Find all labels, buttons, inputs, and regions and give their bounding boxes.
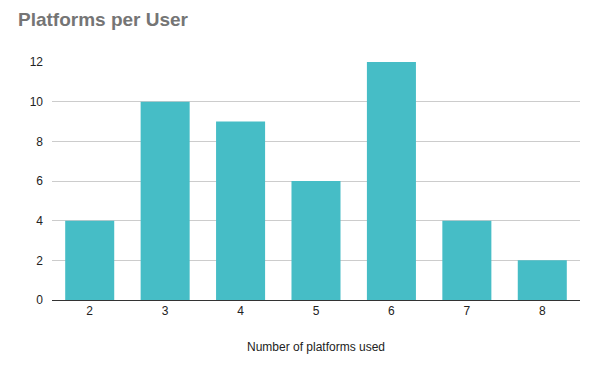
svg-text:3: 3 xyxy=(162,304,169,318)
svg-text:5: 5 xyxy=(313,304,320,318)
svg-text:2: 2 xyxy=(36,254,43,268)
svg-text:12: 12 xyxy=(30,55,44,69)
svg-text:0: 0 xyxy=(36,293,43,307)
svg-text:Platforms per User: Platforms per User xyxy=(18,9,189,30)
svg-text:2: 2 xyxy=(86,304,93,318)
svg-text:4: 4 xyxy=(237,304,244,318)
svg-text:6: 6 xyxy=(36,174,43,188)
svg-text:7: 7 xyxy=(464,304,471,318)
svg-text:8: 8 xyxy=(36,135,43,149)
svg-text:4: 4 xyxy=(36,214,43,228)
svg-text:Number of platforms used: Number of platforms used xyxy=(247,340,385,354)
svg-text:6: 6 xyxy=(388,304,395,318)
svg-text:8: 8 xyxy=(539,304,546,318)
svg-text:10: 10 xyxy=(30,95,44,109)
